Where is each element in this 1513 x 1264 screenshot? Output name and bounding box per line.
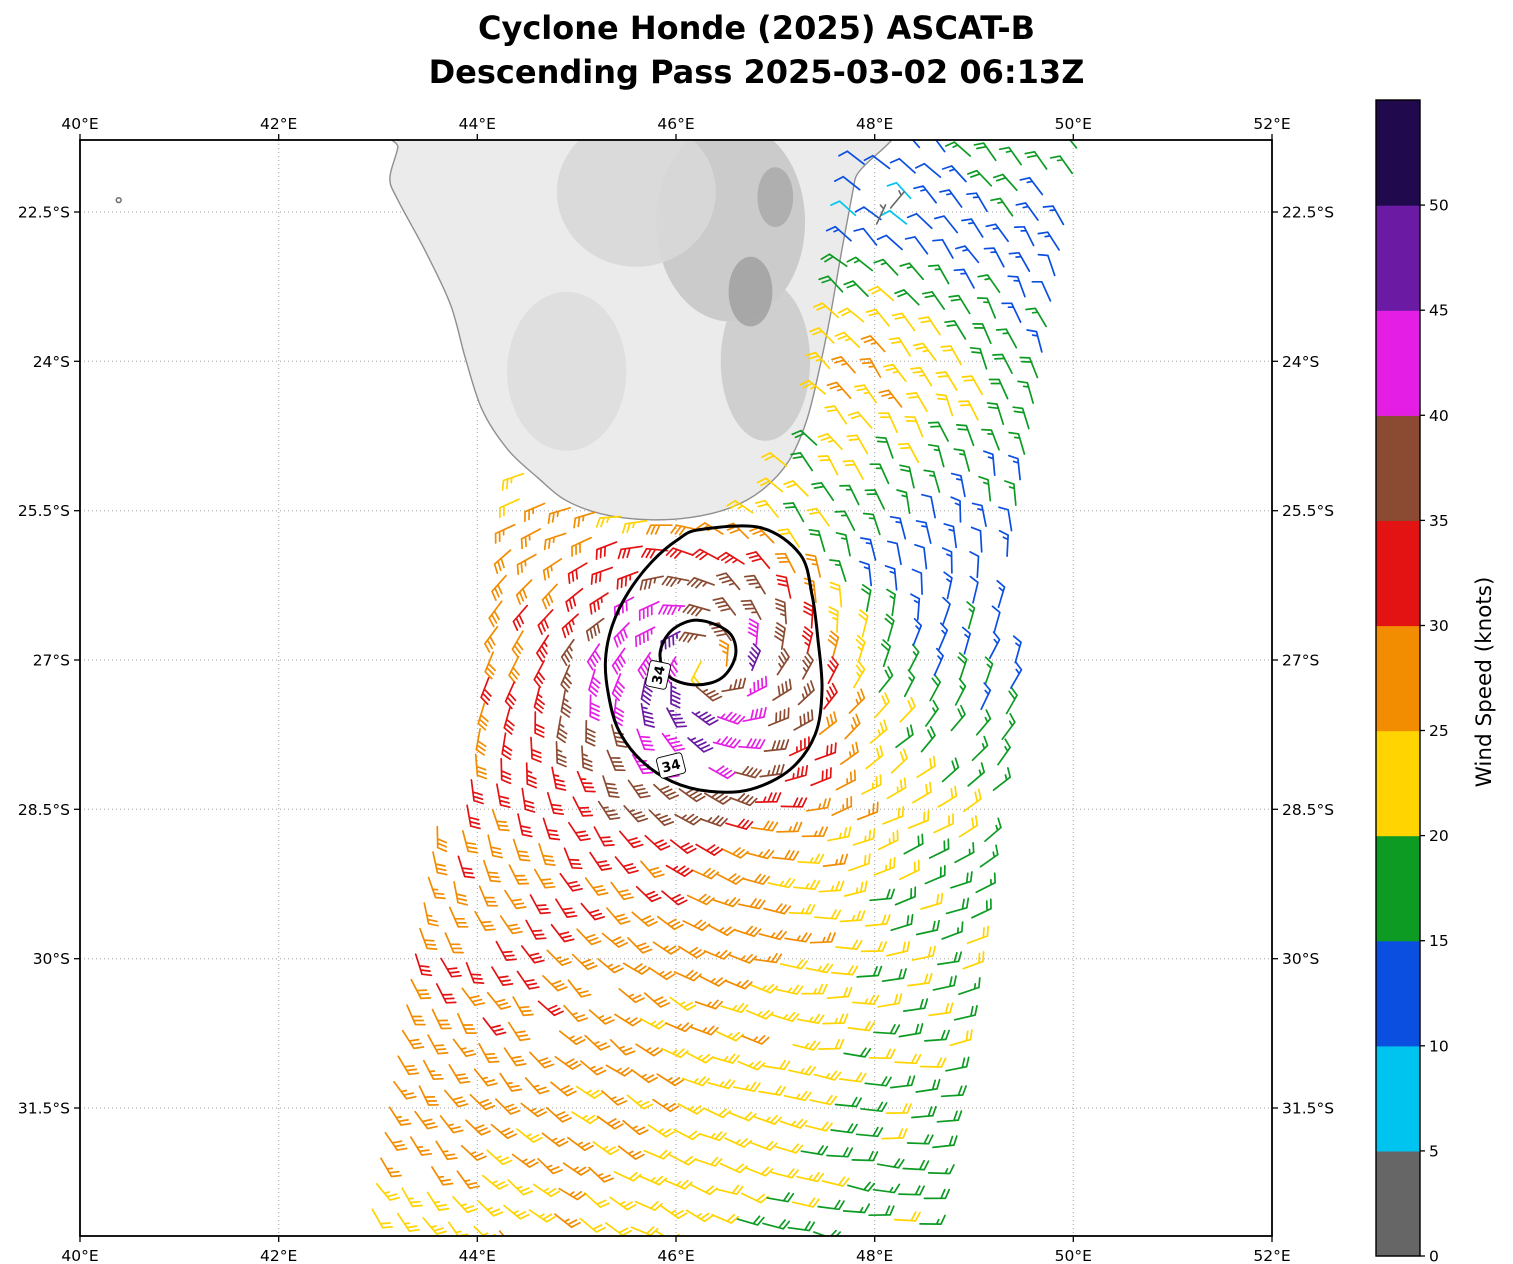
x-tick-label-bottom: 48°E (856, 1247, 893, 1264)
axis-tick-marks (74, 134, 1278, 1242)
x-tick-label-top: 46°E (657, 115, 694, 133)
wind-barbs-0d9b23 (736, 140, 1078, 1236)
colorbar-tick-label: 40 (1429, 407, 1449, 425)
y-tick-label-left: 27°S (33, 652, 70, 670)
figure-title: Cyclone Honde (2025) ASCAT-B Descending … (0, 6, 1513, 94)
colorbar-tick-label: 50 (1429, 197, 1449, 215)
x-tick-label-top: 40°E (61, 115, 98, 133)
svg-text:34: 34 (660, 756, 682, 776)
x-tick-label-bottom: 44°E (459, 1247, 496, 1264)
colorbar-tick-label: 10 (1429, 1037, 1449, 1055)
x-tick-label-top: 50°E (1055, 115, 1092, 133)
title-line-2: Descending Pass 2025-03-02 06:13Z (428, 53, 1085, 91)
y-tick-label-right: 31.5°S (1282, 1100, 1334, 1118)
y-tick-label-left: 31.5°S (18, 1100, 70, 1118)
y-tick-label-left: 28.5°S (18, 801, 70, 819)
colorbar-segment (1376, 520, 1420, 627)
madagascar-landmass (389, 140, 893, 521)
wind-barbs-0b4fe0 (825, 140, 1065, 711)
wind-barbs-e31313 (414, 541, 839, 1036)
contour-label: 34 (656, 752, 686, 779)
x-tick-label-bottom: 42°E (260, 1247, 297, 1264)
gale-radius-contours (603, 524, 824, 794)
stray-barb (875, 204, 887, 225)
colorbar-segment (1376, 415, 1420, 521)
colorbar: 0 5 10 15 20 25 30 35 40 45 50 (1375, 99, 1449, 1264)
colorbar-segment (1376, 100, 1420, 206)
colorbar-segment (1376, 1150, 1420, 1257)
colorbar-tick-label: 20 (1429, 827, 1449, 845)
axis-tick-labels: 40°E 40°E 42°E 42°E 44°E 44°E 46°E 46°E 48°E 48°E… (18, 115, 1334, 1264)
wind-barbs-00c4f0 (830, 181, 912, 225)
x-tick-label-bottom: 50°E (1055, 1247, 1092, 1264)
colorbar-tick-label: 15 (1429, 932, 1449, 950)
colorbar-segment (1376, 730, 1420, 837)
terrain-shading (507, 140, 811, 451)
colorbar-segment (1376, 310, 1420, 416)
x-tick-label-top: 42°E (260, 115, 297, 133)
colorbar-segment (1376, 940, 1420, 1047)
colorbar-tick-label: 25 (1429, 722, 1449, 740)
colorbar-tick-label: 0 (1429, 1248, 1439, 1264)
colorbar-tick-label: 5 (1429, 1142, 1439, 1160)
x-tick-label-bottom: 46°E (657, 1247, 694, 1264)
y-tick-label-right: 22.5°S (1282, 204, 1334, 222)
colorbar-frame (1375, 99, 1421, 1257)
wind-barbs-8a4b32 (555, 572, 815, 827)
y-tick-label-left: 22.5°S (18, 204, 70, 222)
y-tick-label-right: 25.5°S (1282, 502, 1334, 520)
stray-wind-barbs (875, 190, 905, 225)
wind-barbs-f28c00 (380, 335, 903, 1236)
contour-34kt (658, 618, 738, 687)
y-tick-label-right: 24°S (1282, 353, 1319, 371)
y-tick-label-left: 25.5°S (18, 502, 70, 520)
colorbar-tick-label: 35 (1429, 512, 1449, 530)
y-tick-label-right: 28.5°S (1282, 801, 1334, 819)
wind-barbs (371, 140, 1078, 1236)
x-tick-label-bottom: 52°E (1253, 1247, 1290, 1264)
wind-barbs-6b1ba3 (640, 630, 761, 753)
y-tick-label-right: 30°S (1282, 950, 1319, 968)
colorbar-tick-label: 30 (1429, 617, 1449, 635)
x-tick-label-bottom: 40°E (61, 1247, 98, 1264)
x-tick-label-top: 48°E (856, 115, 893, 133)
svg-text:34: 34 (649, 664, 669, 686)
colorbar-segment (1376, 835, 1420, 942)
colorbar-tick-label: 45 (1429, 302, 1449, 320)
colorbar-segment (1376, 1045, 1420, 1152)
colorbar-segment (1376, 625, 1420, 732)
x-tick-label-top: 52°E (1253, 115, 1290, 133)
stray-barb (889, 190, 905, 209)
x-tick-label-top: 44°E (459, 115, 496, 133)
contour-34kt (603, 524, 824, 794)
contour-label: 34 (645, 660, 671, 690)
colorbar-axis-label: Wind Speed (knots) (1472, 577, 1497, 788)
y-tick-label-right: 27°S (1282, 652, 1319, 670)
y-tick-label-left: 30°S (33, 950, 70, 968)
wind-barbs-ffd400 (371, 285, 989, 1236)
islet-marker (115, 196, 122, 204)
y-tick-label-left: 24°S (33, 353, 70, 371)
colorbar-segment (1376, 205, 1420, 311)
title-line-1: Cyclone Honde (2025) ASCAT-B (477, 9, 1035, 47)
wind-barbs-e51ee5 (586, 596, 768, 780)
